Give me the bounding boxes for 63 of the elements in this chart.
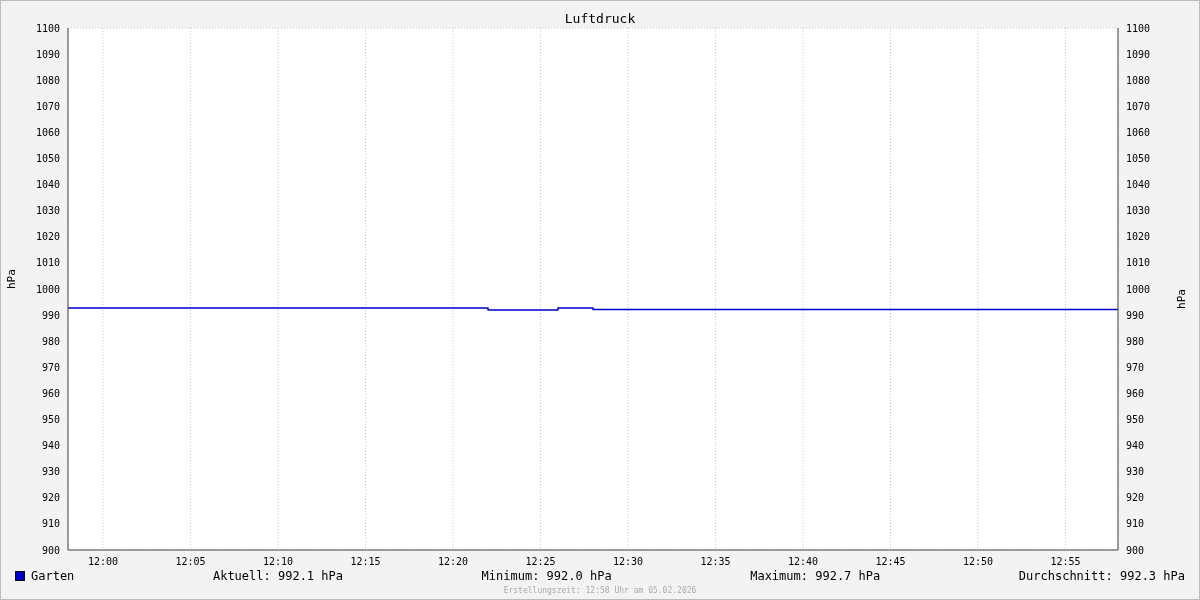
y2-tick-label: 1080 xyxy=(1126,74,1151,86)
y2-tick-label: 1060 xyxy=(1126,126,1151,138)
y-tick-label: 1000 xyxy=(35,283,60,295)
y2-tick-label: 1040 xyxy=(1126,179,1151,191)
y-tick-label: 930 xyxy=(41,466,60,478)
y-tick-label: 1040 xyxy=(35,179,60,191)
x-tick-label: 12:35 xyxy=(700,556,731,568)
y-tick-label: 1050 xyxy=(35,153,60,165)
y2-axis-title: hPa xyxy=(1174,289,1188,309)
y-tick-label: 1100 xyxy=(35,22,60,34)
y2-tick-label: 910 xyxy=(1126,518,1145,530)
x-tick-label: 12:40 xyxy=(787,556,819,568)
y2-tick-label: 990 xyxy=(1126,309,1145,321)
y-tick-label: 940 xyxy=(41,440,60,452)
y2-tick-label: 1020 xyxy=(1126,231,1151,243)
x-tick-label: 12:00 xyxy=(87,556,119,568)
y-tick-label: 1060 xyxy=(35,126,60,138)
y-axis-title: hPa xyxy=(4,269,18,289)
y2-tick-label: 900 xyxy=(1126,544,1145,556)
legend-label: Garten xyxy=(30,569,75,583)
y-tick-label: 990 xyxy=(41,309,60,321)
y2-tick-label: 930 xyxy=(1126,466,1145,478)
y2-tick-label: 950 xyxy=(1126,414,1145,426)
x-tick-label: 12:50 xyxy=(962,556,993,568)
y-tick-label: 1070 xyxy=(35,100,60,112)
x-tick-label: 12:05 xyxy=(175,556,206,568)
y2-tick-label: 1030 xyxy=(1126,205,1151,217)
y-tick-label: 1030 xyxy=(35,205,60,217)
y2-tick-label: 1100 xyxy=(1126,22,1151,34)
y-tick-label: 1020 xyxy=(35,231,60,243)
y2-tick-label: 980 xyxy=(1126,335,1145,347)
y-tick-label: 970 xyxy=(41,361,60,373)
x-tick-label: 12:20 xyxy=(437,556,468,568)
y-tick-label: 1010 xyxy=(35,257,60,269)
y-tick-label: 910 xyxy=(41,518,60,530)
x-tick-label: 12:25 xyxy=(525,556,556,568)
x-tick-label: 12:15 xyxy=(350,556,381,568)
y-tick-label: 1090 xyxy=(35,48,60,60)
y2-tick-label: 1010 xyxy=(1126,257,1151,269)
y-tick-label: 900 xyxy=(41,544,60,556)
y2-tick-label: 1000 xyxy=(1126,283,1151,295)
x-tick-label: 12:55 xyxy=(1050,556,1081,568)
text: Minimum: 992.0 hPa xyxy=(481,569,612,583)
y-tick-label: 920 xyxy=(41,492,60,504)
y-tick-label: 980 xyxy=(41,335,60,347)
y2-tick-label: 1070 xyxy=(1126,100,1151,112)
y2-tick-label: 1050 xyxy=(1126,153,1151,165)
x-tick-label: 12:10 xyxy=(262,556,294,568)
text: Aktuell: 992.1 hPa xyxy=(212,569,343,583)
text: Durchschnitt: 992.3 hPa xyxy=(1018,569,1185,583)
chart-title: Luftdruck xyxy=(564,11,636,26)
y-tick-label: 960 xyxy=(41,387,60,399)
y2-tick-label: 920 xyxy=(1126,492,1145,504)
y2-tick-label: 960 xyxy=(1126,387,1145,399)
x-tick-label: 12:30 xyxy=(612,556,644,568)
y-tick-label: 950 xyxy=(41,414,60,426)
y-tick-label: 1080 xyxy=(35,74,60,86)
y2-tick-label: 940 xyxy=(1126,440,1145,452)
text: Erstellungszeit: 12:58 Uhr am 05.02.2026 xyxy=(502,586,698,595)
text: Maximum: 992.7 hPa xyxy=(750,569,881,583)
y2-tick-label: 970 xyxy=(1126,361,1145,373)
y2-tick-label: 1090 xyxy=(1126,48,1151,60)
x-tick-label: 12:45 xyxy=(875,556,906,568)
